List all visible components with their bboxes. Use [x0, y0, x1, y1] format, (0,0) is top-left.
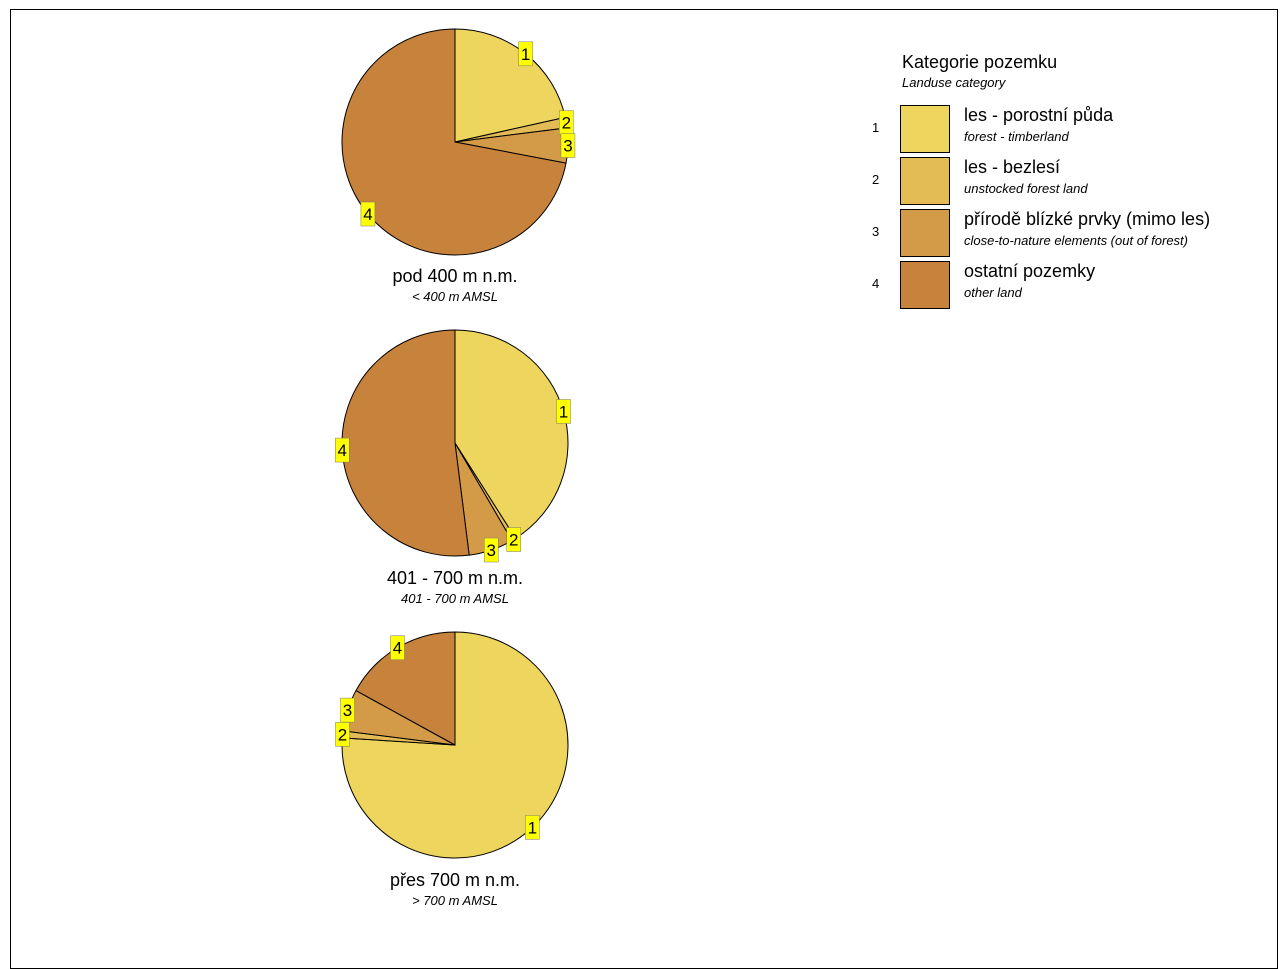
slice-label-text: 4	[363, 205, 372, 224]
legend-title: Kategorie pozemku	[902, 52, 1058, 72]
pie-caption-above-700: přes 700 m n.m. > 700 m AMSL	[305, 870, 605, 908]
legend-label: les - porostní půda	[964, 105, 1114, 125]
slice-label-4: 4	[334, 437, 350, 463]
pie-chart-401-700: 1 23 4	[334, 329, 571, 563]
legend-swatch	[900, 157, 950, 205]
slice-label-box	[518, 41, 533, 67]
slice-label-4: 4	[390, 635, 405, 660]
pie-caption-subtitle: < 400 m AMSL	[412, 289, 498, 304]
pie-chart-above-700: 1 2 3 4	[335, 631, 569, 859]
pie-caption-subtitle: > 700 m AMSL	[412, 893, 498, 908]
slice-label-text: 2	[562, 114, 571, 133]
pie-caption-401-700: 401 - 700 m n.m. 401 - 700 m AMSL	[305, 568, 605, 606]
slice-label-box	[506, 527, 521, 552]
legend-sublabel: unstocked forest land	[964, 181, 1088, 196]
slice-label-box	[335, 722, 350, 747]
slice-label-3: 3	[340, 697, 355, 723]
legend-item-2: 2 les - bezlesí unstocked forest land	[868, 157, 1268, 207]
pie-caption-subtitle: 401 - 700 m AMSL	[401, 591, 509, 606]
slice-label-box	[556, 399, 571, 424]
slice-label-text: 4	[337, 441, 346, 460]
slice-label-box	[560, 133, 576, 158]
legend-swatch	[900, 261, 950, 309]
slice-label-2: 2	[506, 527, 521, 552]
pie-caption-title: 401 - 700 m n.m.	[386, 568, 524, 588]
slice-label-box	[525, 815, 540, 840]
legend-item-4: 4 ostatní pozemky other land	[868, 261, 1268, 311]
legend-sublabel: forest - timberland	[964, 129, 1069, 144]
slice-label-3: 3	[560, 133, 576, 158]
slice-label-text: 2	[509, 531, 518, 550]
slice-label-text: 3	[487, 541, 496, 560]
slice-label-2: 2	[559, 110, 574, 135]
pie-slice-4	[341, 329, 470, 557]
legend-swatch	[900, 105, 950, 153]
legend-item-1: 1 les - porostní půda forest - timberlan…	[868, 105, 1268, 155]
pie-caption-title: pod 400 m n.m.	[392, 266, 518, 286]
legend-label: les - bezlesí	[964, 157, 1061, 177]
legend-sublabel: other land	[964, 285, 1022, 300]
legend-label: přírodě blízké prvky (mimo les)	[964, 209, 1211, 229]
legend-item-3: 3 přírodě blízké prvky (mimo les) close-…	[868, 209, 1268, 259]
legend-number: 1	[872, 120, 880, 135]
slice-label-text: 1	[521, 45, 530, 64]
slice-label-1: 1	[556, 399, 571, 424]
slice-label-box	[390, 635, 405, 660]
legend-number: 4	[872, 276, 880, 291]
pie-caption-title: přes 700 m n.m.	[389, 870, 521, 890]
slice-label-3: 3	[484, 537, 499, 563]
slice-label-text: 3	[563, 137, 572, 156]
slice-label-box	[484, 537, 499, 563]
slice-label-text: 2	[338, 725, 347, 744]
slice-label-2: 2	[335, 722, 350, 747]
legend-label: ostatní pozemky	[964, 261, 1096, 281]
slice-label-text: 3	[343, 701, 352, 720]
legend-number: 2	[872, 172, 880, 187]
slice-label-1: 1	[518, 41, 533, 67]
legend-number: 3	[872, 224, 880, 239]
slice-label-text: 4	[393, 639, 402, 658]
slice-label-text: 1	[528, 818, 537, 837]
legend-subtitle: Landuse category	[902, 75, 1006, 90]
slice-label-box	[334, 437, 350, 463]
slice-label-box	[340, 697, 355, 723]
legend-sublabel: close-to-nature elements (out of forest)	[964, 233, 1188, 248]
slice-label-1: 1	[525, 815, 540, 840]
legend-swatch	[900, 209, 950, 257]
slice-label-box	[360, 201, 376, 227]
slice-label-text: 1	[559, 402, 568, 421]
pie-chart-below-400: 1 2 3 4	[341, 28, 576, 256]
pie-caption-below-400: pod 400 m n.m. < 400 m AMSL	[305, 266, 605, 304]
slice-label-4: 4	[360, 201, 376, 227]
